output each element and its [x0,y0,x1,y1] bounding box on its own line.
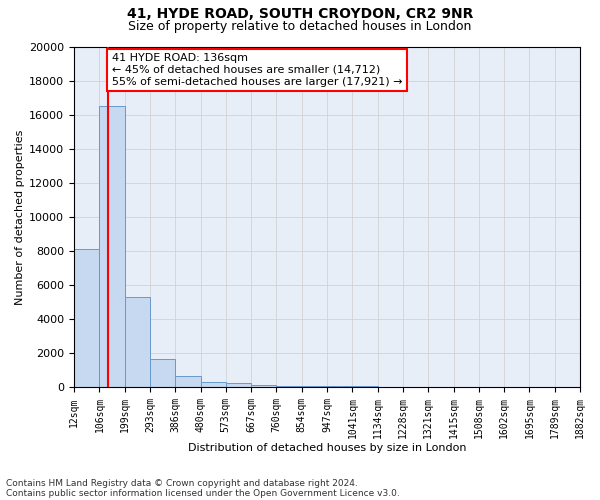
Text: Size of property relative to detached houses in London: Size of property relative to detached ho… [128,20,472,33]
Bar [150,358,175,388]
Text: 41, HYDE ROAD, SOUTH CROYDON, CR2 9NR: 41, HYDE ROAD, SOUTH CROYDON, CR2 9NR [127,8,473,22]
Bar [327,386,352,388]
Text: 41 HYDE ROAD: 136sqm
← 45% of detached houses are smaller (14,712)
55% of semi-d: 41 HYDE ROAD: 136sqm ← 45% of detached h… [112,54,402,86]
Bar [403,386,428,388]
Bar [302,386,327,388]
Bar [454,386,479,388]
Y-axis label: Number of detached properties: Number of detached properties [15,130,25,304]
Bar [200,382,226,388]
X-axis label: Distribution of detached houses by size in London: Distribution of detached houses by size … [188,442,466,452]
Text: Contains public sector information licensed under the Open Government Licence v3: Contains public sector information licen… [6,488,400,498]
Bar [377,386,403,388]
Bar [479,387,504,388]
Text: Contains HM Land Registry data © Crown copyright and database right 2024.: Contains HM Land Registry data © Crown c… [6,478,358,488]
Bar [352,386,377,388]
Bar [529,387,555,388]
Bar [504,387,529,388]
Bar [125,297,150,388]
Bar [74,250,100,388]
Bar [175,376,200,388]
Bar [428,386,454,388]
Bar [100,106,125,388]
Bar [277,386,302,388]
Bar [251,385,277,388]
Bar [226,383,251,388]
